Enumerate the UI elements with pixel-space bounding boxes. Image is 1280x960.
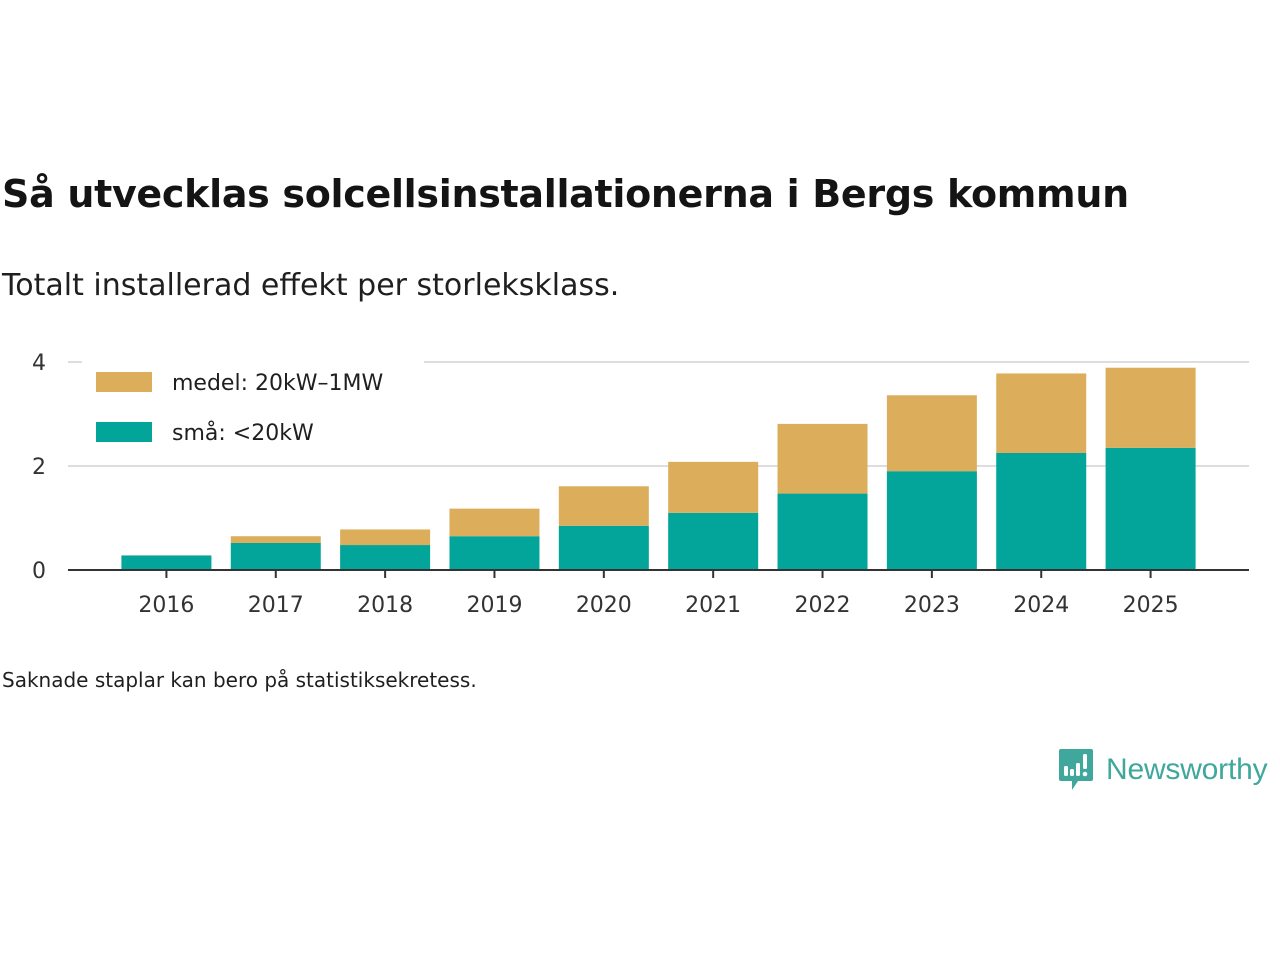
bar-sma-2017 — [230, 542, 321, 570]
legend-swatch-medel — [96, 372, 152, 392]
newsworthy-logo-icon — [1059, 749, 1093, 790]
bar-medel-2024 — [996, 373, 1087, 453]
bar-sma-2025 — [1105, 447, 1196, 570]
y-tick-label: 4 — [32, 351, 46, 376]
x-tick-label-2019: 2019 — [466, 593, 522, 618]
bar-sma-2024 — [996, 453, 1087, 570]
legend-label-sma: små: <20kW — [172, 420, 314, 446]
bar-medel-2021 — [668, 461, 759, 513]
brand-name: Newsworthy — [1106, 753, 1268, 786]
chart-subtitle: Totalt installerad effekt per storlekskl… — [2, 268, 620, 303]
x-tick-label-2017: 2017 — [248, 593, 304, 618]
legend-swatch-sma — [96, 422, 152, 442]
bar-sma-2019 — [449, 536, 540, 570]
bar-medel-2022 — [777, 423, 868, 494]
bars — [121, 367, 1196, 570]
x-tick-label-2025: 2025 — [1123, 593, 1179, 618]
y-tick-label: 2 — [32, 455, 46, 480]
x-tick-label-2021: 2021 — [685, 593, 741, 618]
stacked-bar-chart: 0 2 4 2016 2017 2018 2019 2020 2021 2022 2023 2024 2… — [32, 351, 1249, 618]
bar-medel-2020 — [558, 486, 649, 526]
footnote: Saknade staplar kan bero på statistiksek… — [2, 668, 477, 692]
legend-label-medel: medel: 20kW–1MW — [172, 371, 383, 396]
bar-medel-2023 — [886, 395, 977, 472]
x-tick-label-2023: 2023 — [904, 593, 960, 618]
x-tick-label-2020: 2020 — [576, 593, 632, 618]
bar-medel-2018 — [340, 529, 431, 546]
bar-sma-2021 — [668, 512, 759, 570]
bar-sma-2016 — [121, 555, 212, 570]
x-tick-label-2022: 2022 — [795, 593, 851, 618]
x-tick-label-2016: 2016 — [138, 593, 194, 618]
bar-sma-2020 — [558, 525, 649, 570]
bar-medel-2017 — [230, 536, 321, 543]
x-tick-label-2024: 2024 — [1013, 593, 1069, 618]
legend: medel: 20kW–1MW små: <20kW — [82, 352, 424, 452]
bar-medel-2019 — [449, 508, 540, 537]
bar-sma-2022 — [777, 493, 868, 570]
axes: 0 2 4 2016 2017 2018 2019 2020 2021 2022 2023 2024 2… — [32, 351, 1249, 618]
bar-medel-2025 — [1105, 367, 1196, 448]
y-tick-label: 0 — [32, 559, 46, 584]
bar-sma-2018 — [340, 545, 431, 570]
bar-sma-2023 — [886, 471, 977, 570]
brand-logo: Newsworthy — [1058, 748, 1268, 792]
chart-title: Så utvecklas solcellsinstallationerna i … — [2, 172, 1129, 216]
x-tick-label-2018: 2018 — [357, 593, 413, 618]
